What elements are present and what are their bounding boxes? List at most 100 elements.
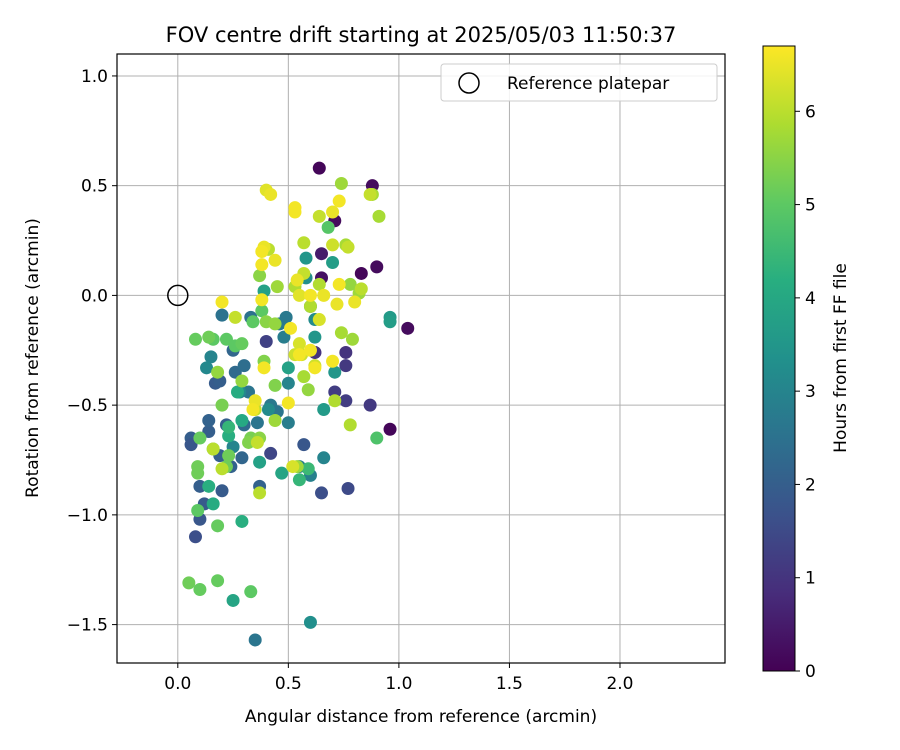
data-point	[211, 519, 225, 533]
data-point	[253, 269, 267, 283]
legend-box	[440, 63, 718, 102]
data-point	[308, 330, 322, 344]
data-point	[326, 354, 340, 368]
data-point	[202, 424, 216, 438]
data-point	[312, 209, 326, 223]
data-point	[275, 466, 289, 480]
data-point	[363, 187, 377, 201]
data-point	[211, 365, 225, 379]
x-tick-label: 0.0	[164, 674, 191, 694]
chart-title: FOV centre drift starting at 2025/05/03 …	[166, 23, 677, 47]
data-point	[255, 245, 269, 259]
data-point	[200, 361, 214, 375]
data-point	[383, 315, 397, 329]
data-point	[255, 293, 269, 307]
data-point	[301, 383, 315, 397]
y-tick-label: −1.0	[67, 506, 108, 526]
data-point	[253, 455, 267, 469]
y-tick-label: −0.5	[67, 396, 108, 416]
data-point	[326, 205, 340, 219]
data-point	[215, 308, 229, 322]
grid-lines	[117, 54, 725, 663]
data-point	[235, 413, 249, 427]
data-point	[343, 418, 357, 432]
data-point	[268, 317, 282, 331]
data-point	[264, 187, 278, 201]
y-tick-label: 1.0	[81, 67, 108, 87]
data-point	[290, 273, 304, 287]
data-point	[292, 348, 306, 362]
data-point	[253, 486, 267, 500]
data-point	[299, 251, 313, 265]
colorbar-ticks: 0 1 2 3 4 5 6	[795, 102, 816, 682]
data-point	[330, 297, 344, 311]
data-point	[315, 247, 329, 261]
data-point	[370, 260, 384, 274]
x-tick-label: 0.5	[275, 674, 302, 694]
data-point	[248, 633, 262, 647]
legend: Reference platepar	[440, 63, 718, 102]
data-point	[303, 343, 317, 357]
y-tick-label: 0.5	[81, 177, 108, 197]
data-point	[182, 576, 196, 590]
data-point	[286, 460, 300, 474]
data-point	[188, 332, 202, 346]
data-point	[334, 326, 348, 340]
plot-frame	[116, 53, 726, 664]
data-point	[259, 334, 273, 348]
data-point	[268, 253, 282, 267]
legend-label-reference: Reference platepar	[507, 74, 669, 94]
data-point	[226, 593, 240, 607]
colorbar-tick-label: 2	[805, 475, 816, 495]
data-point	[288, 205, 302, 219]
data-point	[334, 176, 348, 190]
data-point	[215, 398, 229, 412]
data-point	[255, 258, 269, 272]
data-point	[215, 484, 229, 498]
colorbar-label: Hours from first FF file	[831, 263, 851, 453]
data-point	[303, 615, 317, 629]
data-point	[339, 359, 353, 373]
data-point	[211, 574, 225, 588]
data-point	[279, 310, 293, 324]
y-axis-ticks: 1.0 0.5 0.0 −0.5 −1.0 −1.5	[67, 67, 117, 636]
data-point	[204, 350, 218, 364]
data-point	[308, 361, 322, 375]
data-point	[184, 438, 198, 452]
data-point	[250, 435, 264, 449]
colorbar-tick-label: 6	[805, 102, 816, 122]
data-point	[317, 451, 331, 465]
colorbar-tick-label: 4	[805, 289, 816, 309]
data-point	[250, 416, 264, 430]
data-point	[354, 282, 368, 296]
data-point	[215, 462, 229, 476]
data-point	[188, 530, 202, 544]
data-point	[297, 438, 311, 452]
data-point	[268, 378, 282, 392]
data-point	[317, 403, 331, 417]
data-point	[202, 330, 216, 344]
data-point	[328, 394, 342, 408]
data-point	[206, 442, 220, 456]
data-point	[303, 288, 317, 302]
data-point	[315, 486, 329, 500]
data-point	[343, 277, 357, 291]
data-point	[321, 220, 335, 234]
data-point	[246, 315, 260, 329]
data-point	[206, 497, 220, 511]
data-point	[303, 299, 317, 313]
data-point	[281, 376, 295, 390]
data-point	[370, 431, 384, 445]
data-point	[237, 359, 251, 373]
data-point	[191, 466, 205, 480]
data-point	[222, 449, 236, 463]
x-axis-label: Angular distance from reference (arcmin)	[245, 707, 597, 727]
data-point	[339, 394, 353, 408]
y-tick-label: −1.5	[67, 616, 108, 636]
data-point	[268, 413, 282, 427]
data-point	[215, 295, 229, 309]
data-point	[202, 479, 216, 493]
data-point	[312, 313, 326, 327]
data-point	[193, 582, 207, 596]
